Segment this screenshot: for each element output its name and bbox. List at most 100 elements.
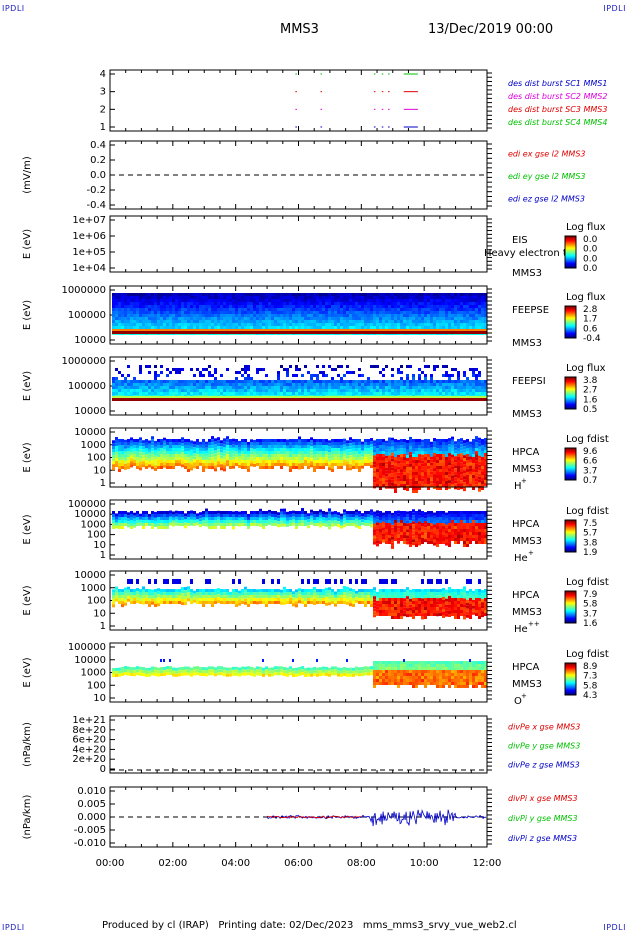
spec-cell — [235, 463, 238, 466]
spec-cell — [412, 398, 415, 401]
spec-cell — [124, 317, 127, 320]
spec-cell — [118, 302, 121, 305]
y-tick-label: 0.005 — [77, 799, 106, 810]
spec-cell — [232, 386, 235, 389]
spec-cell — [325, 293, 328, 296]
spec-cell — [193, 374, 196, 377]
spec-cell — [400, 371, 403, 374]
spec-cell — [283, 439, 286, 442]
spec-cell — [349, 323, 352, 326]
spec-cell — [346, 383, 349, 386]
spec-cell — [268, 320, 271, 323]
spec-cell — [121, 323, 124, 326]
spec-cell — [478, 396, 481, 398]
y-axis-label: E (eV) — [22, 300, 33, 330]
spec-cell — [358, 439, 361, 442]
spec-cell — [295, 329, 298, 331]
spec-cell — [295, 451, 298, 454]
spec-cell — [280, 365, 283, 368]
spec-cell — [403, 460, 406, 463]
spec-cell — [472, 389, 475, 392]
spec-cell — [379, 478, 382, 481]
spec-cell — [277, 329, 280, 331]
spec-cell — [382, 472, 385, 475]
spec-cell — [472, 368, 475, 371]
spec-cell — [418, 326, 421, 329]
spec-cell — [202, 445, 205, 448]
spec-cell — [325, 448, 328, 451]
spec-cell — [286, 331, 289, 334]
spec-cell — [292, 380, 295, 383]
spec-cell — [343, 320, 346, 323]
spec-cell — [277, 439, 280, 442]
spec-cell — [379, 457, 382, 460]
y-axis-label: E (eV) — [22, 229, 33, 259]
spec-cell — [409, 365, 412, 368]
spec-cell — [433, 314, 436, 317]
spec-cell — [316, 380, 319, 383]
spec-cell — [241, 392, 244, 395]
spec-cell — [331, 314, 334, 317]
spec-cell — [382, 326, 385, 329]
spec-cell — [376, 442, 379, 445]
spec-cell — [451, 331, 454, 334]
spec-cell — [331, 398, 334, 401]
spec-cell — [277, 305, 280, 308]
spec-cell — [436, 396, 439, 398]
spec-cell — [460, 299, 463, 302]
spec-cell — [238, 299, 241, 302]
spec-cell — [124, 311, 127, 314]
colorbar-cell — [565, 249, 576, 251]
spec-cell — [337, 293, 340, 296]
spec-cell — [367, 463, 370, 466]
spec-cell — [391, 296, 394, 299]
spec-cell — [226, 460, 229, 464]
spec-cell — [133, 329, 136, 331]
colorbar-tick-label: 3.8 — [583, 376, 598, 386]
spec-cell — [160, 320, 163, 323]
spec-cell — [136, 299, 139, 302]
spec-cell — [472, 331, 475, 334]
spec-cell — [217, 302, 220, 305]
spec-cell — [346, 380, 349, 383]
spec-cell — [292, 442, 295, 445]
spec-cell — [160, 457, 163, 460]
spec-cell — [274, 326, 277, 329]
spec-cell — [400, 396, 403, 398]
spec-cell — [337, 320, 340, 323]
spec-cell — [316, 308, 319, 311]
spec-cell — [367, 442, 370, 445]
colorbar-title: Log flux — [566, 222, 606, 233]
spec-cell — [409, 320, 412, 323]
spec-cell — [118, 448, 121, 451]
spec-cell — [394, 314, 397, 317]
spec-cell — [346, 314, 349, 317]
spec-cell — [298, 451, 301, 455]
spec-cell — [367, 308, 370, 311]
spec-cell — [202, 302, 205, 305]
spec-cell — [250, 380, 253, 383]
spec-cell — [232, 396, 235, 398]
spec-cell — [385, 320, 388, 323]
spec-cell — [370, 441, 373, 445]
spec-cell — [211, 460, 214, 464]
spec-cell — [463, 396, 466, 398]
spec-cell — [370, 299, 373, 302]
spec-cell — [280, 392, 283, 395]
spec-cell — [241, 317, 244, 320]
spec-cell — [379, 448, 382, 451]
spec-cell — [334, 389, 337, 392]
spec-cell — [460, 329, 463, 331]
spec-cell — [154, 320, 157, 323]
spec-cell — [253, 305, 256, 308]
spec-cell — [352, 463, 355, 466]
spec-cell — [124, 398, 127, 401]
spec-cell — [346, 455, 349, 459]
spec-cell — [415, 293, 418, 296]
spec-cell — [406, 308, 409, 311]
spec-cell — [433, 293, 436, 296]
legend-entry: edi ey gse l2 MMS3 — [508, 172, 586, 181]
spec-cell — [391, 455, 394, 459]
spec-cell — [382, 484, 385, 487]
spec-cell — [124, 326, 127, 329]
